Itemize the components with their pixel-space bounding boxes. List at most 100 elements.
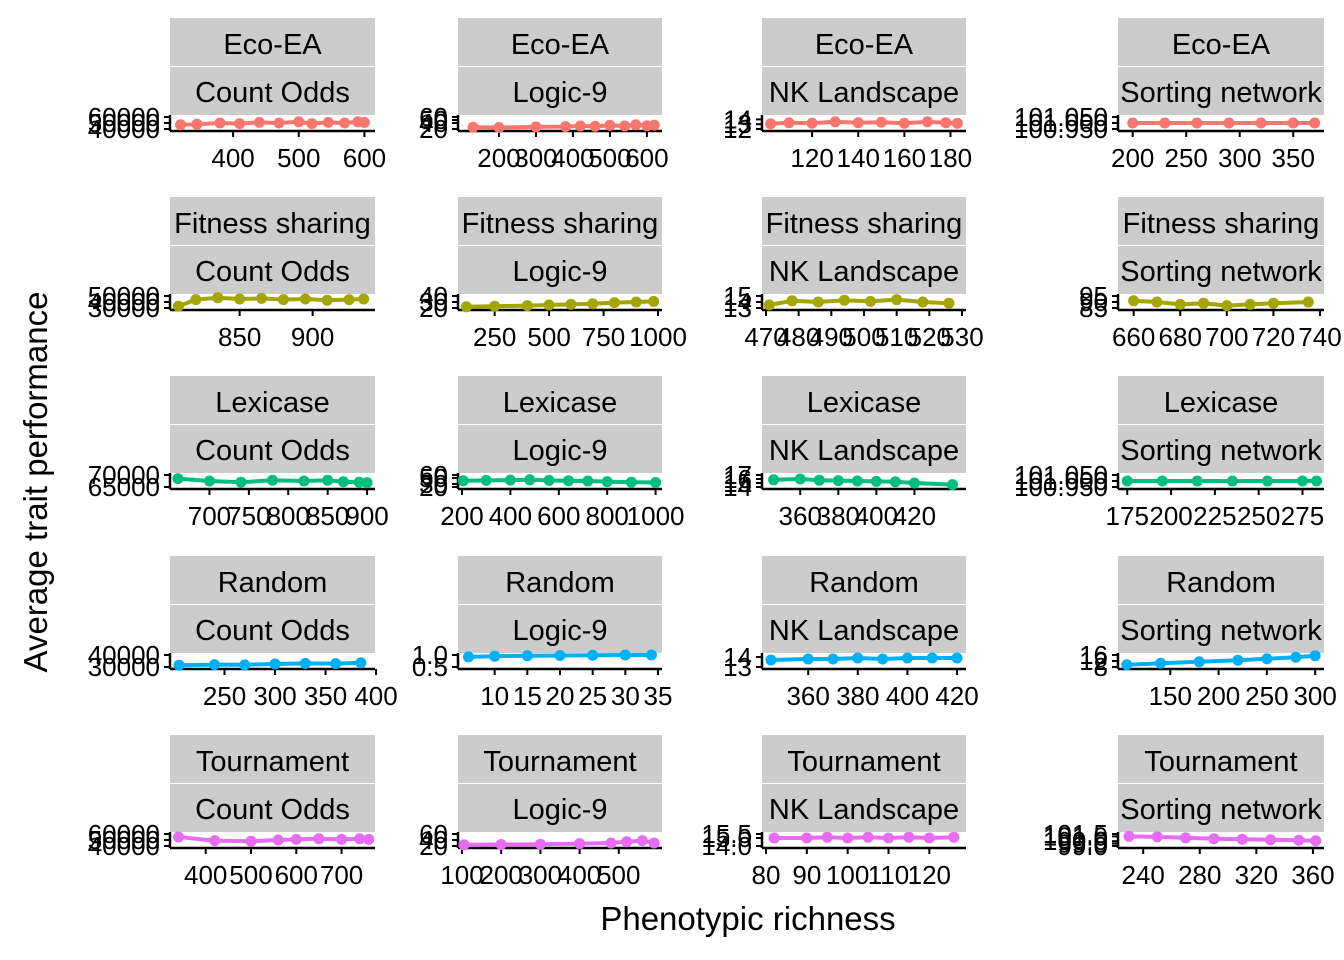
data-point [330,658,342,670]
x-tick-label: 1000 [629,322,687,352]
y-tick-label: 14 [723,642,752,672]
data-point [898,117,910,129]
data-point [889,476,901,488]
strip-label-problem: NK Landscape [769,435,959,467]
y-tick-label: 70000 [88,460,160,490]
x-tick-label: 120 [908,860,951,890]
strip-bottom [458,246,662,294]
x-tick-label: 200 [1149,501,1192,531]
y-tick-label: 85 [1079,293,1108,323]
x-tick-label: 660 [1112,322,1155,352]
data-point [621,836,633,848]
data-point [1191,475,1203,487]
x-tick-label: 280 [1178,860,1221,890]
strip-top [170,197,375,245]
data-point [521,300,533,312]
y-tick-label: 40 [419,281,448,311]
y-tick-label: 100.950 [1014,114,1108,144]
y-tick-label: 8 [1094,652,1108,682]
x-tick-label: 600 [275,860,318,890]
strip-label-selection: Fitness sharing [1123,208,1320,240]
data-point [173,659,185,671]
data-point [1123,830,1135,842]
data-point [852,652,864,664]
x-tick-label: 400 [855,501,898,531]
data-point [1265,834,1276,846]
strip-label-selection: Lexicase [1164,387,1278,419]
x-tick-label: 900 [291,322,334,352]
data-point [625,476,637,488]
strip-label-problem: Sorting network [1120,794,1322,826]
y-tick-label: 40000 [88,831,160,861]
data-point [543,474,555,486]
data-point [587,298,599,310]
data-point [619,649,631,661]
series-line [463,477,656,485]
strip-top [1118,18,1324,66]
x-tick-label: 250 [473,322,516,352]
y-tick-label: 50000 [88,825,160,855]
y-tick-label: 15 [723,468,752,498]
x-tick-label: 700 [320,860,363,890]
x-tick-label: 800 [585,501,628,531]
data-point [524,474,536,486]
y-tick-label: 50 [419,105,448,135]
y-tick-label: 60 [419,819,448,849]
data-point [562,475,574,487]
data-point [765,118,777,130]
strip-bottom [762,784,966,832]
data-point [299,657,311,669]
y-tick-label: 40000 [88,114,160,144]
data-point [838,294,850,306]
data-point [339,117,351,129]
x-tick-label: 750 [227,501,270,531]
data-point [574,120,586,132]
data-point [203,475,215,487]
data-point [467,121,479,133]
data-point [604,119,616,131]
data-point [1180,832,1192,844]
panel: Random Logic-9 10 15 20 25 30 35 0.51.0 [412,556,672,711]
x-tick-label: 400 [354,681,397,711]
data-point [321,294,333,306]
data-point [1121,475,1133,487]
x-tick-label: 500 [588,143,631,173]
data-point [173,831,185,843]
data-point [1261,653,1273,665]
strip-label-problem: Logic-9 [512,794,607,826]
strip-bottom [458,67,662,115]
y-tick-label: 12 [723,114,752,144]
data-point [1208,833,1220,845]
x-tick-label: 100 [826,860,869,890]
strip-bottom [1118,246,1324,294]
y-tick-label: 50 [419,463,448,493]
y-tick-label: 101.050 [1014,102,1108,132]
y-tick-label: 99.0 [1057,831,1108,861]
data-point [1290,651,1302,663]
strip-label-problem: Count Odds [195,794,350,826]
data-point [1267,297,1279,309]
x-tick-label: 850 [306,501,349,531]
data-point [908,477,920,489]
data-point [1255,117,1267,129]
x-tick-label: 700 [1205,322,1248,352]
data-point [253,116,265,128]
x-tick-label: 400 [551,143,594,173]
data-point [875,116,887,128]
strip-label-selection: Fitness sharing [766,208,963,240]
data-point [354,833,366,845]
data-point [601,476,613,488]
data-point [943,297,955,309]
data-point [851,475,863,487]
x-tick-label: 25 [578,681,607,711]
x-tick-label: 250 [203,681,246,711]
data-point [273,117,285,129]
y-tick-label: 0.5 [412,652,448,682]
data-point [829,116,841,128]
